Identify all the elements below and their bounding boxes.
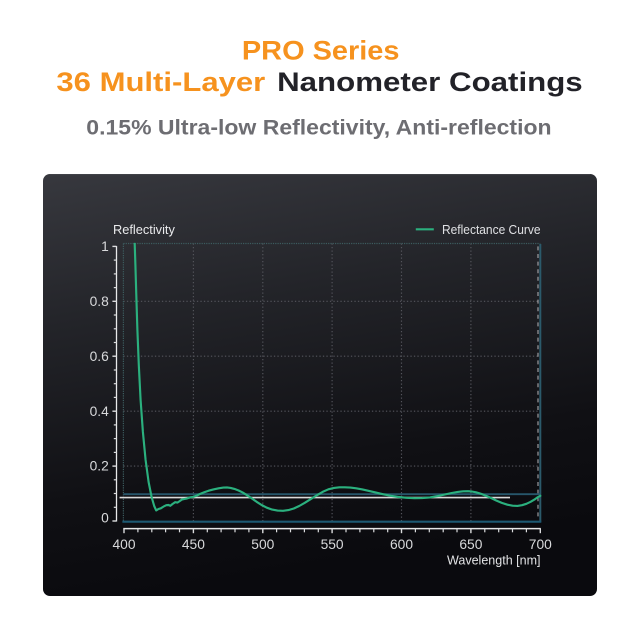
svg-text:550: 550 [321, 537, 344, 552]
svg-text:0.15% Ultra-low Reflectivity,: 0.15% Ultra-low Reflectivity, Anti-refle… [86, 116, 551, 139]
svg-text:650: 650 [459, 537, 482, 552]
svg-text:500: 500 [251, 537, 274, 552]
svg-text:450: 450 [182, 537, 205, 552]
svg-text:PRO Series: PRO Series [242, 36, 400, 66]
svg-text:0.4: 0.4 [90, 404, 110, 419]
svg-text:Wavelength [nm]: Wavelength [nm] [447, 553, 541, 568]
svg-text:400: 400 [112, 537, 135, 552]
svg-text:0.8: 0.8 [90, 294, 110, 309]
svg-text:600: 600 [390, 537, 413, 552]
svg-text:1: 1 [101, 239, 109, 254]
svg-text:0.6: 0.6 [90, 349, 110, 364]
svg-text:700: 700 [529, 537, 552, 552]
svg-text:Reflectivity: Reflectivity [113, 222, 175, 237]
svg-text:0.2: 0.2 [90, 459, 109, 474]
svg-text:0: 0 [101, 511, 109, 526]
svg-text:Reflectance Curve: Reflectance Curve [442, 222, 541, 237]
svg-text:Nanometer Coatings: Nanometer Coatings [277, 67, 583, 97]
svg-text:36 Multi-Layer: 36 Multi-Layer [56, 67, 265, 97]
